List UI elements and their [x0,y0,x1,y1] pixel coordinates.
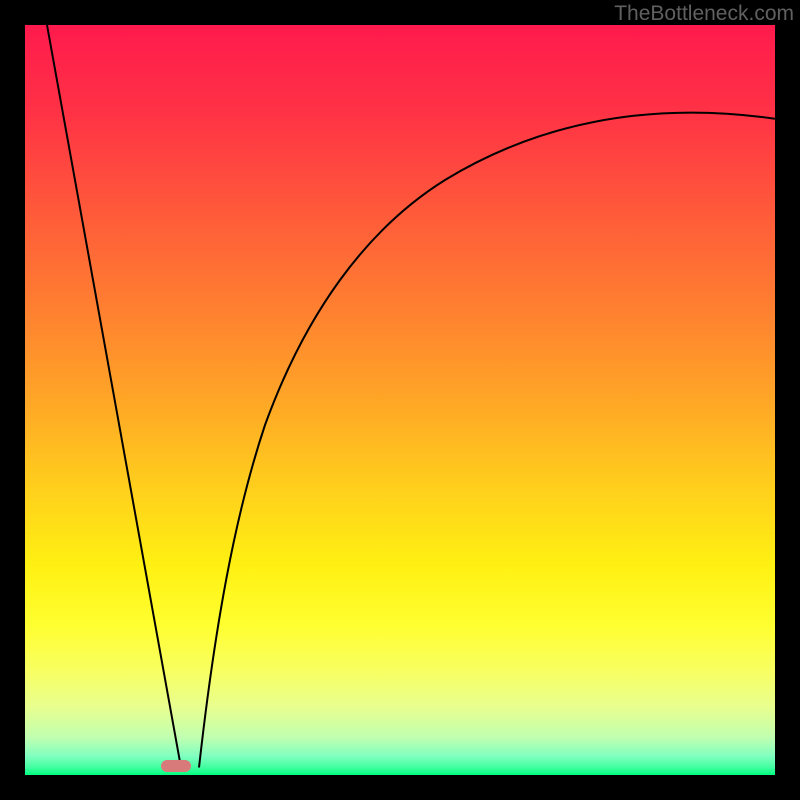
plot-area [25,25,775,775]
gradient-background [25,25,775,775]
chart-svg [25,25,775,775]
chart-container: TheBottleneck.com [0,0,800,800]
watermark-text: TheBottleneck.com [614,2,794,26]
minimum-marker [161,760,191,772]
